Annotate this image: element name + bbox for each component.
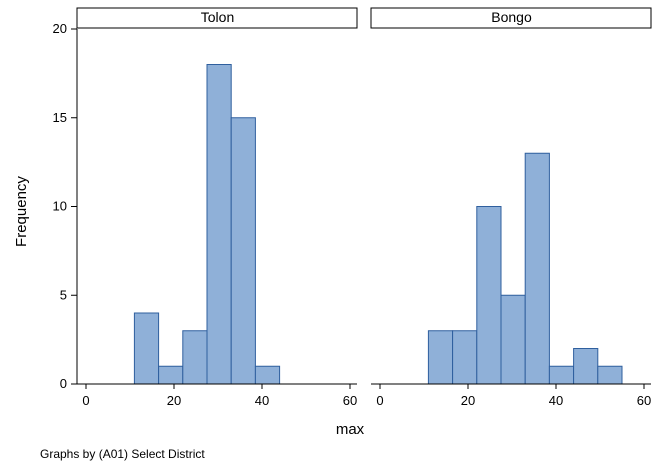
bar-bongo-1 xyxy=(452,330,478,385)
bar-bongo-4 xyxy=(524,152,550,385)
bar-tolon-3 xyxy=(206,64,232,385)
y-tick-label-15: 15 xyxy=(53,110,67,125)
panel-title-tolon: Tolon xyxy=(201,9,234,25)
bar-bongo-5 xyxy=(548,365,575,385)
bar-bongo-2 xyxy=(476,206,502,385)
bar-tolon-1 xyxy=(158,365,184,385)
x-tick-label-bongo-60: 60 xyxy=(637,393,651,408)
bar-bongo-6 xyxy=(573,348,599,385)
bar-tolon-2 xyxy=(182,330,208,385)
x-tick-label-tolon-60: 60 xyxy=(343,393,357,408)
x-axis-label: max xyxy=(336,421,365,438)
y-tick-label-5: 5 xyxy=(60,287,67,302)
bar-tolon-5 xyxy=(254,365,281,385)
y-tick-label-0: 0 xyxy=(60,376,67,391)
bar-tolon-0 xyxy=(133,312,160,385)
panel-header-tolon xyxy=(76,7,358,29)
x-tick-label-tolon-40: 40 xyxy=(255,393,269,408)
bar-bongo-3 xyxy=(500,294,526,385)
x-tick-label-bongo-40: 40 xyxy=(549,393,563,408)
bar-bongo-0 xyxy=(427,330,454,385)
x-tick-label-bongo-0: 0 xyxy=(376,393,383,408)
x-tick-label-bongo-20: 20 xyxy=(461,393,475,408)
graphs-by-note: Graphs by (A01) Select District xyxy=(40,447,205,461)
panel-header-bongo xyxy=(370,7,652,29)
y-tick-label-10: 10 xyxy=(53,199,67,214)
panel-title-bongo: Bongo xyxy=(491,9,532,25)
x-tick-label-tolon-0: 0 xyxy=(82,393,89,408)
x-tick-label-tolon-20: 20 xyxy=(167,393,181,408)
bar-bongo-7 xyxy=(597,365,623,385)
y-tick-label-20: 20 xyxy=(53,21,67,36)
y-axis-label: Frequency xyxy=(13,176,30,247)
bar-tolon-4 xyxy=(230,117,256,385)
